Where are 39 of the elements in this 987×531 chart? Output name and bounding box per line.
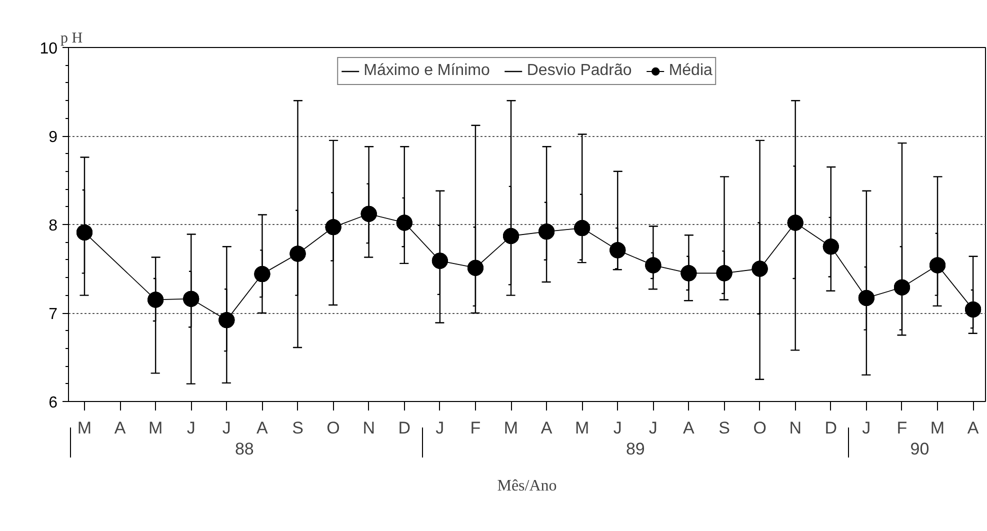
x-tick-label: A bbox=[967, 418, 980, 438]
x-tick-label: F bbox=[896, 418, 908, 438]
legend-label: Desvio Padrão bbox=[526, 62, 632, 80]
x-tick-label: F bbox=[470, 418, 481, 438]
x-tick-label: O bbox=[753, 418, 766, 438]
x-tick-label: D bbox=[398, 418, 411, 438]
y-tick-label: 10 bbox=[40, 40, 58, 58]
x-tick-label: S bbox=[292, 418, 304, 438]
text: 90 bbox=[910, 440, 930, 458]
x-tick-label: N bbox=[789, 418, 802, 438]
x-tick-label: D bbox=[824, 418, 838, 438]
x-tick-label: M bbox=[148, 418, 163, 438]
y-tick-label: 6 bbox=[48, 394, 58, 412]
x-tick-label: A bbox=[256, 418, 269, 438]
x-tick-label: J bbox=[186, 418, 196, 438]
y-tick-label: 8 bbox=[48, 218, 58, 234]
x-axis-title: Mês/Ano bbox=[497, 478, 557, 494]
legend-label: Média bbox=[668, 62, 712, 80]
x-tick-label: A bbox=[114, 418, 126, 438]
x-tick-label: A bbox=[683, 418, 696, 438]
x-tick-label: A bbox=[540, 418, 553, 438]
x-tick-label: J bbox=[613, 418, 622, 438]
x-tick-label: M bbox=[77, 418, 92, 438]
x-tick-label: M bbox=[575, 418, 590, 438]
x-tick-label: J bbox=[222, 418, 231, 438]
text: 89 bbox=[626, 440, 645, 458]
x-tick-label: S bbox=[718, 418, 730, 438]
text: 88 bbox=[234, 440, 254, 458]
y-tick-label: 7 bbox=[48, 306, 58, 323]
y-tick-label: 9 bbox=[48, 129, 58, 146]
x-tick-label: N bbox=[362, 418, 375, 438]
x-tick-label: J bbox=[436, 418, 444, 438]
x-tick-label: M bbox=[930, 418, 945, 438]
legend-label: Máximo e Mínimo bbox=[364, 62, 490, 80]
y-axis-title: p H bbox=[60, 30, 83, 46]
x-tick-label: M bbox=[504, 418, 518, 438]
x-tick-label: O bbox=[326, 418, 340, 438]
x-tick-label: J bbox=[648, 418, 658, 438]
x-tick-label: J bbox=[862, 418, 871, 438]
